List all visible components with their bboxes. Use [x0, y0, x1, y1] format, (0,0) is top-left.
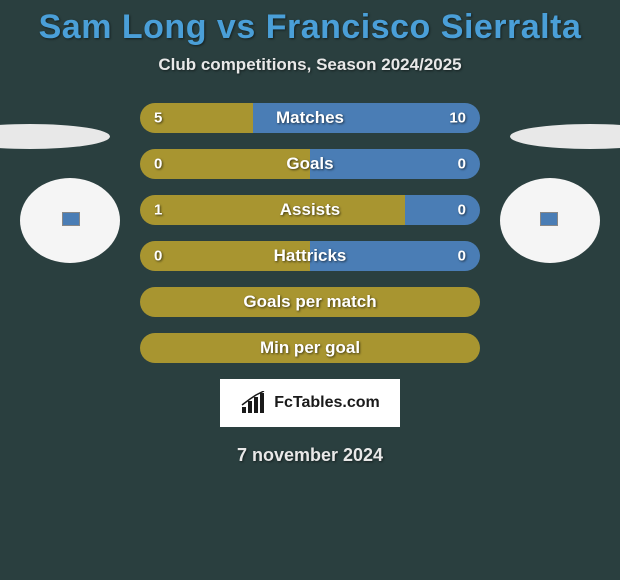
player1-name: Sam Long — [39, 8, 207, 46]
stat-bar: Goals 0 0 — [140, 149, 480, 179]
stat-value-right: 0 — [458, 156, 466, 173]
stat-fill-right — [405, 195, 480, 225]
stat-bar: Matches 5 10 — [140, 103, 480, 133]
vs-separator: vs — [217, 8, 256, 46]
stat-fill-right — [310, 149, 480, 179]
stat-value-left: 1 — [154, 202, 162, 219]
stat-value-right: 10 — [449, 110, 466, 127]
brand-logo-icon — [240, 391, 268, 415]
date-text: 7 november 2024 — [0, 445, 620, 466]
stat-label: Min per goal — [260, 338, 360, 358]
stat-bar: Min per goal — [140, 333, 480, 363]
decorative-ellipse-left — [0, 124, 110, 149]
stat-fill-left — [140, 195, 405, 225]
competition-subtitle: Club competitions, Season 2024/2025 — [0, 55, 620, 75]
stat-label: Hattricks — [274, 246, 347, 266]
stat-label: Goals per match — [243, 292, 376, 312]
stat-bar: Goals per match — [140, 287, 480, 317]
stats-container: Matches510Goals00Assists10Hattricks00Goa… — [140, 103, 480, 363]
stat-fill-left — [140, 149, 310, 179]
stat-label: Matches — [276, 108, 344, 128]
flag-badge-left — [62, 212, 80, 226]
stat-label: Assists — [280, 200, 340, 220]
stat-value-left: 0 — [154, 248, 162, 265]
stat-bar: Assists 1 0 — [140, 195, 480, 225]
flag-badge-right — [540, 212, 558, 226]
stat-value-left: 0 — [154, 156, 162, 173]
brand-logo-box: FcTables.com — [220, 379, 400, 427]
stat-value-right: 0 — [458, 202, 466, 219]
brand-logo-text: FcTables.com — [274, 394, 380, 412]
player2-name: Francisco Sierralta — [266, 8, 582, 46]
stat-label: Goals — [286, 154, 333, 174]
stat-value-right: 0 — [458, 248, 466, 265]
stat-bar: Hattricks 0 0 — [140, 241, 480, 271]
comparison-title: Sam Long vs Francisco Sierralta — [0, 0, 620, 47]
decorative-ellipse-right — [510, 124, 620, 149]
stat-value-left: 5 — [154, 110, 162, 127]
